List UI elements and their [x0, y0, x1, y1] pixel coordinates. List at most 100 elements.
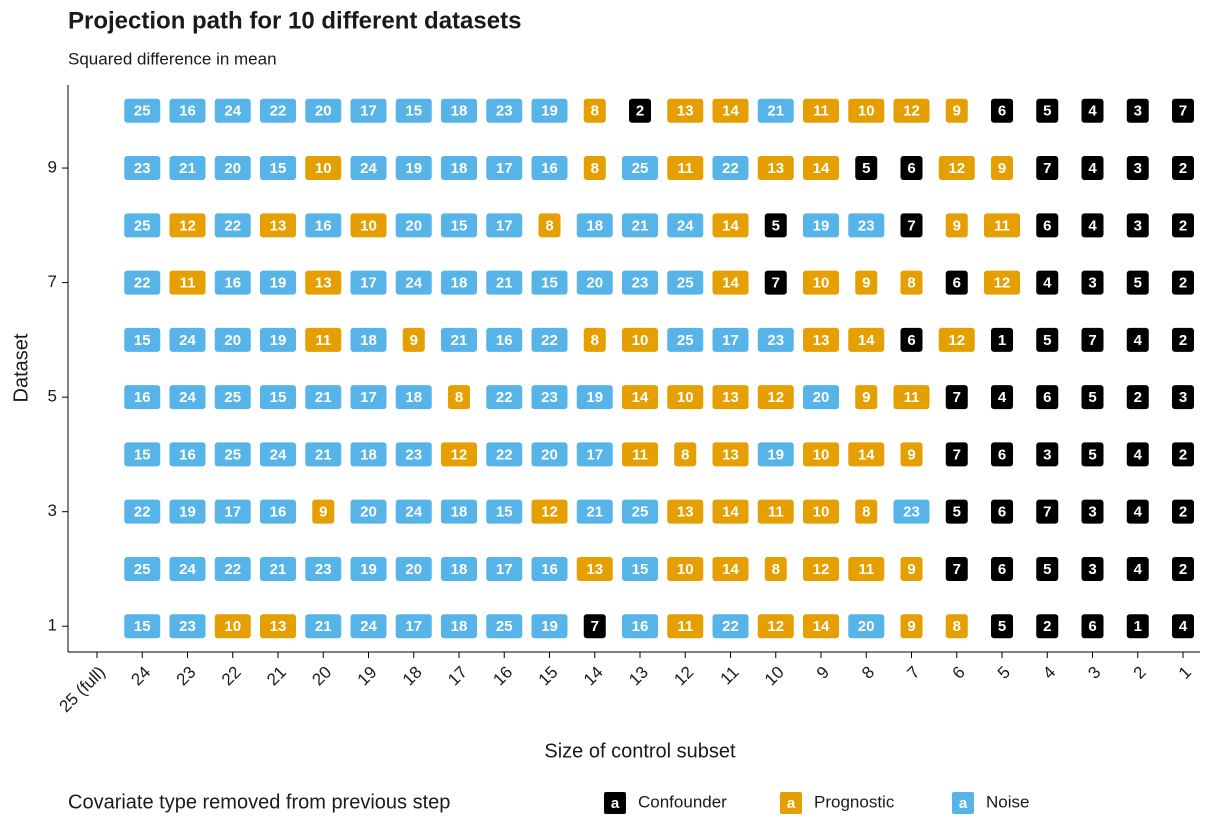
- tile-label: 15: [270, 160, 287, 177]
- tile-label: 16: [541, 561, 558, 578]
- tile-label: 6: [998, 561, 1006, 578]
- tile: [1172, 213, 1194, 238]
- tile: [583, 156, 606, 181]
- x-tick-label: 5: [994, 663, 1014, 683]
- tile-label: 6: [998, 504, 1006, 521]
- tile-label: 18: [451, 275, 468, 292]
- tile-label: 12: [994, 275, 1011, 292]
- tile: [622, 213, 658, 238]
- tile: [1172, 614, 1194, 639]
- tile: [486, 442, 523, 467]
- legend-key: [952, 792, 974, 814]
- tile: [667, 556, 704, 581]
- tile: [803, 156, 839, 181]
- tile-label: 14: [722, 504, 739, 521]
- tile-label: 9: [907, 446, 915, 463]
- tile-label: 24: [405, 504, 422, 521]
- tile-label: 4: [998, 389, 1007, 406]
- tile-label: 18: [451, 103, 468, 120]
- tile: [893, 385, 930, 410]
- tile-label: 23: [496, 103, 513, 120]
- tile-label: 9: [953, 103, 961, 120]
- tile: [395, 385, 432, 410]
- tile: [712, 213, 749, 238]
- tile: [991, 442, 1013, 467]
- tile: [945, 614, 968, 639]
- tile: [900, 270, 923, 295]
- tile: [531, 499, 568, 524]
- x-tick-label: 19: [354, 663, 381, 690]
- tile-label: 24: [179, 332, 196, 349]
- tile: [1126, 556, 1149, 581]
- tile-label: 22: [541, 332, 558, 349]
- tile-label: 7: [1043, 160, 1051, 177]
- tile-label: 21: [767, 103, 784, 120]
- tile: [169, 98, 206, 123]
- x-tick-label: 17: [444, 663, 471, 690]
- tile: [803, 213, 839, 238]
- tile-label: 14: [813, 618, 830, 635]
- tile-label: 25: [224, 389, 241, 406]
- tile-label: 15: [632, 561, 649, 578]
- tile-label: 12: [813, 561, 830, 578]
- tile: [1036, 499, 1059, 524]
- tile: [848, 98, 885, 123]
- tile: [441, 556, 477, 581]
- tile: [305, 556, 342, 581]
- x-tick-label: 1: [1175, 663, 1195, 683]
- tile: [441, 614, 477, 639]
- tile: [667, 270, 704, 295]
- tile: [622, 442, 658, 467]
- tile-label: 3: [1134, 103, 1142, 120]
- tile-label: 12: [767, 618, 784, 635]
- tile-label: 16: [315, 217, 332, 234]
- x-tick-label: 2: [1130, 663, 1150, 683]
- tile-label: 10: [858, 103, 875, 120]
- tile-label: 23: [767, 332, 784, 349]
- tile: [803, 327, 839, 352]
- legend-key-text: a: [959, 795, 968, 812]
- tile: [486, 556, 523, 581]
- tile-label: 3: [1088, 275, 1096, 292]
- tile-label: 11: [904, 389, 920, 406]
- tile-label: 21: [586, 504, 603, 521]
- tile: [667, 327, 704, 352]
- tile: [214, 156, 251, 181]
- tile: [305, 614, 342, 639]
- tile-label: 21: [179, 160, 196, 177]
- tile: [350, 156, 387, 181]
- tile-label: 8: [953, 618, 961, 635]
- tile-label: 16: [134, 389, 151, 406]
- tile-label: 4: [1134, 561, 1143, 578]
- tile-label: 1: [1134, 618, 1142, 635]
- tile-label: 7: [953, 389, 961, 406]
- tile-label: 14: [632, 389, 649, 406]
- tile: [260, 556, 296, 581]
- tile-label: 18: [360, 446, 377, 463]
- tile: [1081, 385, 1104, 410]
- tile-label: 8: [772, 561, 780, 578]
- y-tick-label: 7: [48, 272, 57, 291]
- x-tick-label: 22: [218, 663, 245, 690]
- tile: [260, 442, 296, 467]
- tile: [991, 156, 1013, 181]
- x-tick-label: 14: [580, 663, 607, 690]
- tile-label: 24: [677, 217, 694, 234]
- tile-label: 17: [360, 275, 377, 292]
- tile: [1081, 327, 1104, 352]
- tile: [124, 270, 161, 295]
- tile: [712, 156, 749, 181]
- tile: [169, 213, 206, 238]
- x-tick-label: 9: [813, 663, 833, 683]
- tile: [531, 614, 568, 639]
- tile-label: 22: [722, 618, 739, 635]
- tile: [848, 442, 885, 467]
- tile-label: 17: [496, 217, 513, 234]
- tile: [667, 614, 704, 639]
- tile: [757, 156, 794, 181]
- x-tick-label: 7: [903, 663, 923, 683]
- tile-label: 10: [315, 160, 332, 177]
- tile-label: 13: [315, 275, 332, 292]
- tile: [531, 556, 568, 581]
